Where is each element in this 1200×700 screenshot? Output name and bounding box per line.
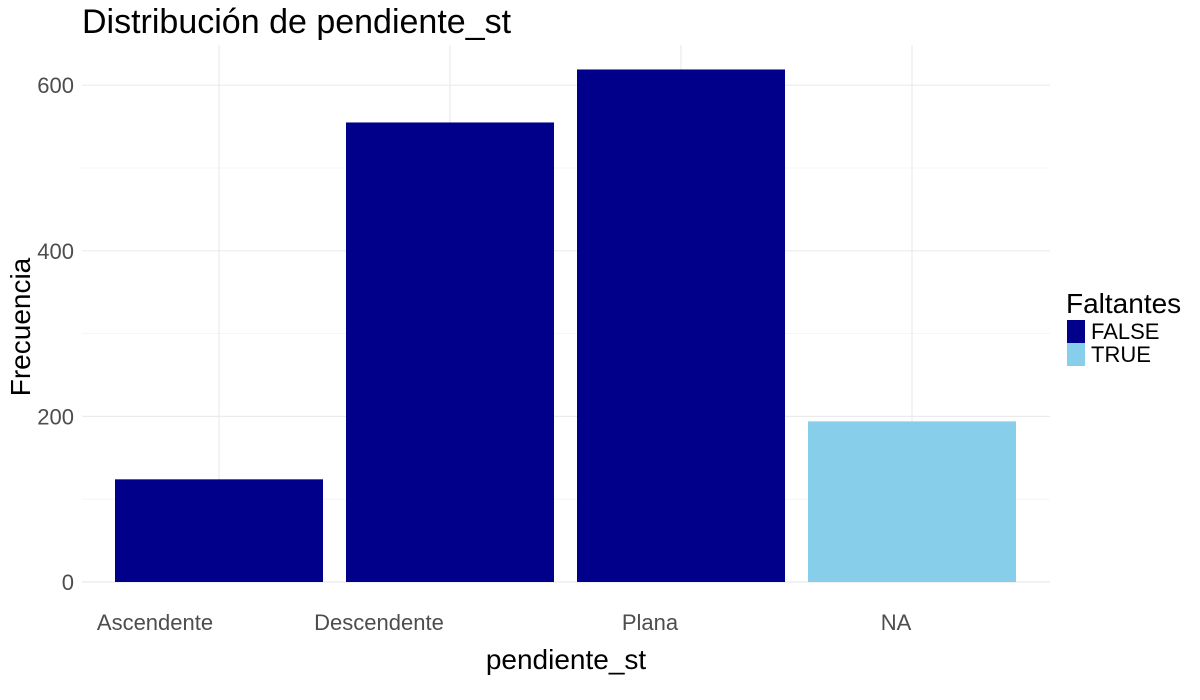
x-tick-label: NA — [881, 610, 912, 635]
x-tick-label: Plana — [622, 610, 679, 635]
y-axis-ticks: 0 200 400 600 — [37, 73, 74, 595]
y-axis-title: Frecuencia — [5, 257, 36, 396]
y-tick-label: 400 — [37, 239, 74, 264]
legend-label-false: FALSE — [1091, 319, 1159, 344]
y-tick-label: 600 — [37, 73, 74, 98]
x-tick-label: Ascendente — [97, 610, 213, 635]
bars — [115, 69, 1016, 583]
y-tick-label: 0 — [62, 570, 74, 595]
legend-key-false — [1067, 320, 1085, 343]
bar-plana — [577, 69, 785, 582]
x-axis-title: pendiente_st — [486, 644, 647, 675]
legend-key-true — [1067, 343, 1085, 366]
legend-title: Faltantes — [1066, 288, 1181, 319]
x-axis-ticks: Ascendente Descendente Plana NA — [97, 610, 912, 635]
x-tick-label: Descendente — [314, 610, 444, 635]
legend-label-true: TRUE — [1091, 342, 1151, 367]
y-tick-label: 200 — [37, 404, 74, 429]
bar-na — [808, 421, 1016, 582]
chart-title: Distribución de pendiente_st — [82, 3, 512, 41]
bar-ascendente — [115, 479, 323, 582]
bar-descendente — [346, 122, 554, 583]
